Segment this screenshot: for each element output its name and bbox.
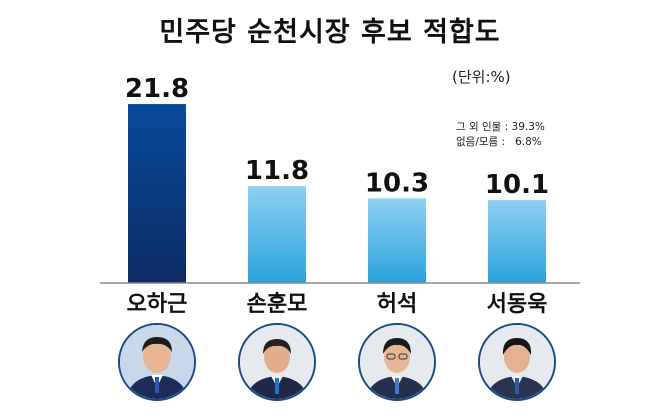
category-label: 손훈모 [247,292,308,317]
data-label: 11.8 [245,156,309,186]
note-value: 6.8% [515,136,542,148]
category-label: 서동욱 [487,292,548,317]
category-label: 허석 [377,292,417,317]
note-row-others: 그 외 인물 : 39.3% [456,121,545,133]
candidate-photo [478,323,556,401]
data-label: 10.1 [485,170,549,200]
candidate-photo [118,323,196,401]
note-value: 39.3% [511,121,545,133]
note-label: 그 외 인물 [456,121,502,133]
chart-title: 민주당 순천시장 후보 적합도 [159,17,501,48]
bars-group: 21.8 오하근 11.8 손훈모 10.3 허석 10.1 서동욱 [125,74,549,317]
bar [248,186,306,283]
bar [488,200,546,283]
note-label: 없음/모름 [456,136,499,148]
other-responses-note: 그 외 인물 : 39.3% 없음/모름 : 6.8% [456,120,545,150]
bar [368,198,426,283]
note-row-none: 없음/모름 : 6.8% [456,136,542,148]
candidate-photo [358,323,436,401]
category-label: 오하근 [127,292,188,317]
bar [128,104,186,283]
data-label: 21.8 [125,74,189,104]
candidate-photo [238,323,316,401]
data-label: 10.3 [365,168,429,198]
unit-label: (단위:%) [452,68,511,86]
